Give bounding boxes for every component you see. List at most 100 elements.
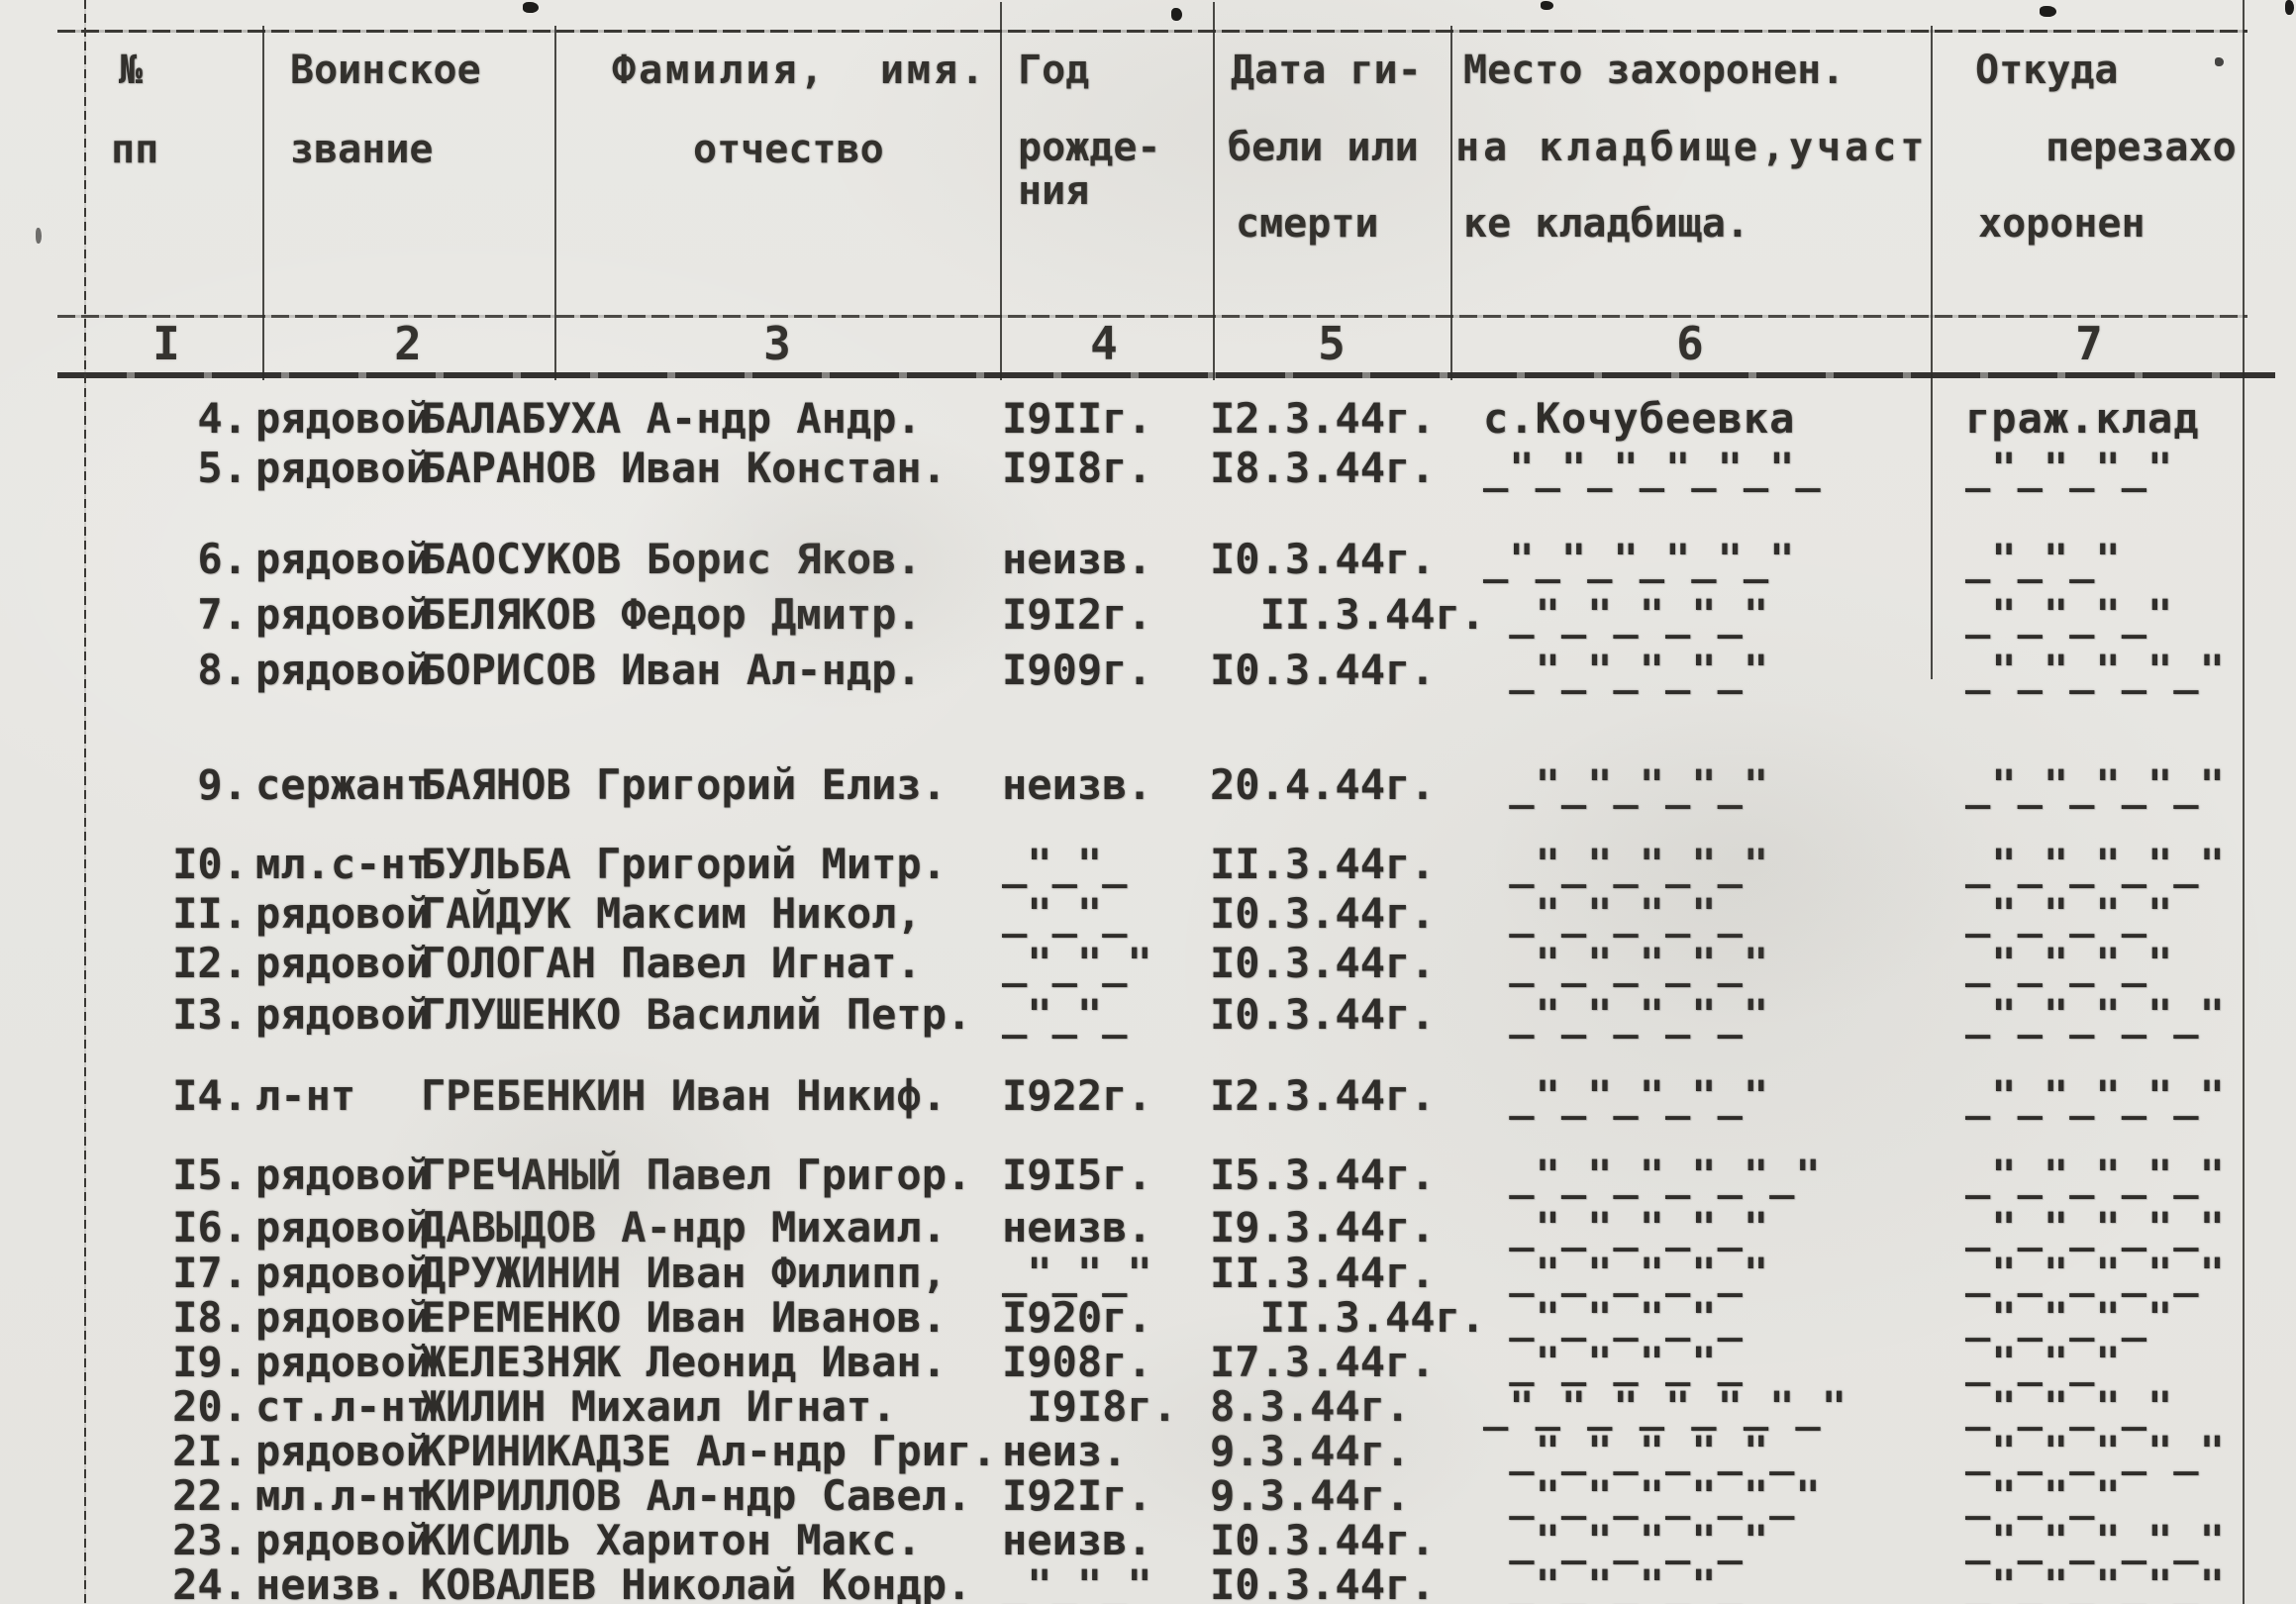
row-name: ГОЛОГАН Павел Игнат.: [421, 939, 922, 987]
row-death-date: 20.4.44г.: [1210, 760, 1436, 809]
header-burial-place: на кладбище,участ: [1455, 125, 1929, 170]
header-birth-year: рожде-: [1018, 125, 1161, 170]
column-number: 4: [1090, 317, 1118, 370]
row-number: 7.: [197, 590, 248, 639]
row-number: I0.: [172, 840, 248, 888]
row-rank: сержант: [255, 760, 432, 809]
row-burial-place: _"_"_"_"_": [1483, 590, 1770, 639]
row-burial-place: _"_"_"_"_": [1483, 840, 1770, 888]
row-number: 4.: [197, 394, 248, 443]
row-reburied-from: _"_"_"_"_": [1965, 1516, 2226, 1564]
row-birth-year: I922г.: [1002, 1071, 1152, 1120]
row-death-date: I2.3.44г.: [1210, 394, 1436, 443]
header-bottom-line: [57, 372, 2275, 378]
header-divider-line: [57, 315, 2247, 318]
row-reburied-from: _"_"_"_"_": [1965, 840, 2226, 888]
row-burial-place: _"_"_"_"_": [1483, 1203, 1770, 1252]
table-row: 7. рядовой БЕЛЯКОВ Федор Дмитр. I9I2г. I…: [0, 590, 2296, 640]
row-name: ДРУЖИНИН Иван Филипп,: [421, 1249, 948, 1297]
row-birth-year: I9IIг.: [1002, 394, 1152, 443]
column-number: 3: [763, 317, 791, 370]
row-death-date: I0.3.44г.: [1210, 939, 1436, 987]
row-name: ГЛУШЕНКО Василий Петр.: [421, 990, 972, 1039]
row-number: 2I.: [172, 1427, 248, 1475]
table-row: I8. рядовой ЕРЕМЕНКО Иван Иванов. I920г.…: [0, 1293, 2296, 1343]
row-name: БАОСУКОВ Борис Яков.: [421, 535, 922, 583]
row-birth-year: I9I8г.: [1002, 444, 1152, 492]
table-row: I6. рядовой ДАВЫДОВ А-ндр Михаил. неизв.…: [0, 1203, 2296, 1253]
row-burial-place: _"_"_"_"_"_: [1483, 1427, 1796, 1475]
header-number: пп: [111, 127, 159, 172]
row-death-date: II.3.44г.: [1210, 1249, 1436, 1297]
column-number: 7: [2075, 317, 2103, 370]
header-rank: Воинское: [290, 48, 481, 93]
row-number: 9.: [197, 760, 248, 809]
row-burial-place: _"_"_"_"_"_"_": [1483, 1382, 1848, 1431]
row-birth-year: _"_"_": [1002, 1249, 1152, 1297]
row-number: 8.: [197, 646, 248, 694]
row-reburied-from: _"_"_"_": [1965, 1382, 2174, 1431]
header-burial-place: Место захоронен.: [1463, 48, 1846, 93]
row-death-date: I8.3.44г.: [1210, 444, 1436, 492]
row-name: ГРЕЧАНЫЙ Павел Григор.: [421, 1151, 972, 1199]
row-birth-year: неизв.: [1002, 760, 1152, 809]
row-birth-year: I9I8г.: [1002, 1382, 1178, 1431]
table-row: I9. рядовой ЖЕЛЕЗНЯК Леонид Иван. I908г.…: [0, 1338, 2296, 1387]
row-reburied-from: _"_"_": [1965, 535, 2122, 583]
row-rank: рядовой: [255, 1151, 432, 1199]
row-number: 24.: [172, 1560, 248, 1604]
row-number: 23.: [172, 1516, 248, 1564]
row-birth-year: _"_"_: [1002, 889, 1128, 938]
table-row: 2I. рядовой КРИНИКАДЗЕ Ал-ндр Григ. неиз…: [0, 1427, 2296, 1476]
row-name: ДАВЫДОВ А-ндр Михаил.: [421, 1203, 948, 1252]
row-reburied-from: _"_"_"_": [1965, 889, 2174, 938]
row-rank: рядовой: [255, 1249, 432, 1297]
table-row: 23. рядовой КИСИЛЬ Харитон Макс. неизв. …: [0, 1516, 2296, 1565]
row-birth-year: I92Iг.: [1002, 1471, 1152, 1520]
row-death-date: I0.3.44г.: [1210, 646, 1436, 694]
row-burial-place: _"_"_"_"_": [1483, 1249, 1770, 1297]
row-number: 20.: [172, 1382, 248, 1431]
row-name: ЖЕЛЕЗНЯК Леонид Иван.: [421, 1338, 948, 1386]
table-right-border: [2243, 0, 2245, 1604]
header-birth-year: Год: [1018, 48, 1090, 93]
table-row: I3. рядовой ГЛУШЕНКО Василий Петр. _"_"_…: [0, 990, 2296, 1040]
row-death-date: I0.3.44г.: [1210, 990, 1436, 1039]
row-burial-place: _"_"_"_"_: [1483, 889, 1744, 938]
row-name: ГАЙДУК Максим Никол,: [421, 889, 922, 938]
row-name: БАРАНОВ Иван Констан.: [421, 444, 948, 492]
row-reburied-from: _"_"_"_"_": [1965, 1203, 2226, 1252]
row-name: БУЛЬБА Григорий Митр.: [421, 840, 948, 888]
row-name: ЖИЛИН Михаил Игнат.: [421, 1382, 897, 1431]
row-death-date: I0.3.44г.: [1210, 1516, 1436, 1564]
row-name: ГРЕБЕНКИН Иван Никиф.: [421, 1071, 948, 1120]
row-rank: рядовой: [255, 1203, 432, 1252]
row-name: КИРИЛЛОВ Ал-ндр Савел.: [421, 1471, 972, 1520]
header-death-date: Дата ги-: [1231, 48, 1422, 93]
column-divider: [262, 26, 264, 380]
row-death-date: I0.3.44г.: [1210, 535, 1436, 583]
table-left-border: [84, 0, 86, 1604]
row-reburied-from: _"_"_": [1965, 1471, 2122, 1520]
row-number: I4.: [172, 1071, 248, 1120]
row-rank: мл.с-нт: [255, 840, 432, 888]
row-number: 6.: [197, 535, 248, 583]
row-burial-place: _"_"_"_"_"_": [1483, 535, 1796, 583]
row-rank: ст.л-нт: [255, 1382, 432, 1431]
row-reburied-from: _"_"_"_": [1965, 444, 2174, 492]
row-death-date: I9.3.44г.: [1210, 1203, 1436, 1252]
row-rank: рядовой: [255, 1293, 432, 1342]
row-burial-place: _"_"_"_"_"_": [1483, 1471, 1822, 1520]
table-row: II. рядовой ГАЙДУК Максим Никол, _"_"_ I…: [0, 889, 2296, 939]
table-row: 8. рядовой БОРИСОВ Иван Ал-ндр. I909г. I…: [0, 646, 2296, 695]
row-birth-year: I908г.: [1002, 1338, 1152, 1386]
table-row: 5. рядовой БАРАНОВ Иван Констан. I9I8г. …: [0, 444, 2296, 493]
row-reburied-from: _"_"_"_"_": [1965, 990, 2226, 1039]
header-death-date: смерти: [1236, 201, 1379, 247]
row-name: БОРИСОВ Иван Ал-ндр.: [421, 646, 922, 694]
row-name: КИСИЛЬ Харитон Макс.: [421, 1516, 922, 1564]
column-number: I: [152, 317, 180, 370]
header-death-date: бели или: [1228, 125, 1419, 170]
row-rank: рядовой: [255, 646, 432, 694]
row-rank: рядовой: [255, 444, 432, 492]
